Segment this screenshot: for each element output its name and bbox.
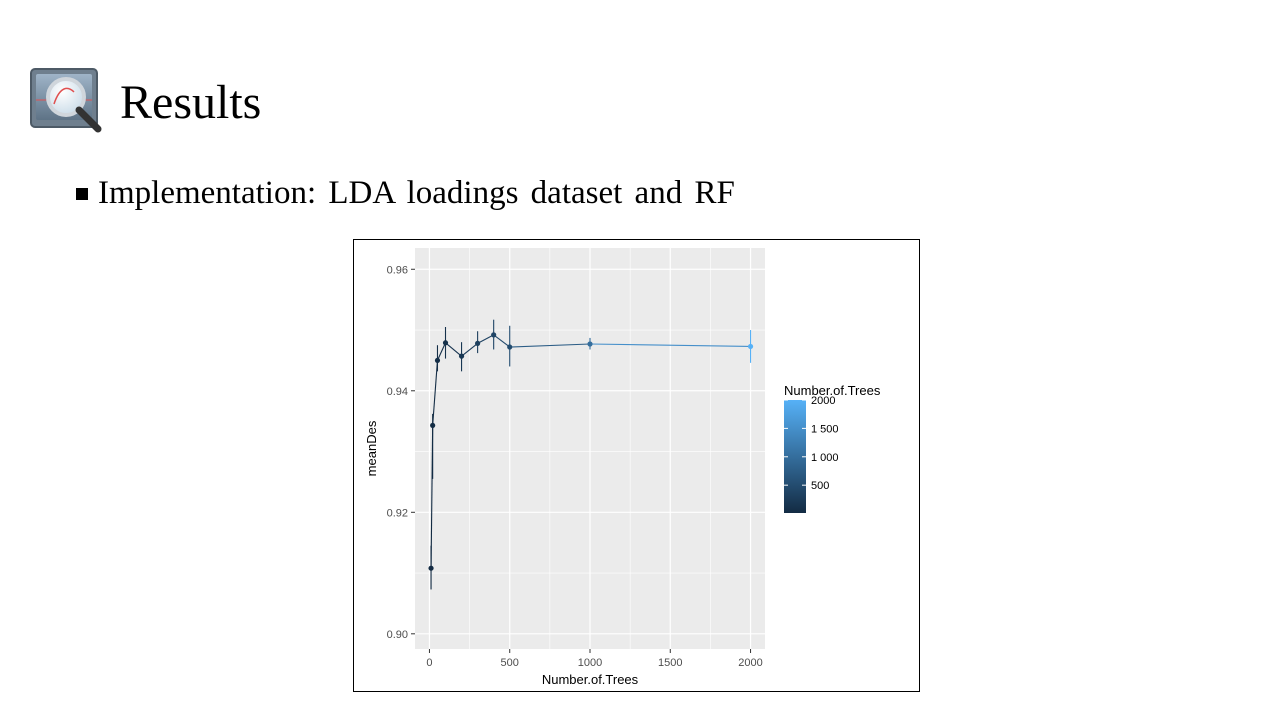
data-point	[475, 340, 481, 346]
legend-break-label: 1 000	[811, 452, 839, 464]
data-point	[434, 357, 441, 364]
legend-title: Number.of.Trees	[784, 383, 881, 398]
legend-breaks: 500 1 000 1 500 2000	[784, 395, 839, 492]
series-line-segment	[432, 360, 439, 426]
bullet-point: Implementation: LDA loadings dataset and…	[76, 170, 735, 216]
data-point	[747, 343, 754, 350]
data-point	[491, 332, 497, 338]
magnifier-over-monitor-icon	[30, 68, 102, 133]
series-line-segment	[509, 343, 591, 348]
x-axis-label: Number.of.Trees	[542, 672, 639, 687]
y-tick-label: 0.92	[387, 507, 408, 519]
y-axis-label: meanDes	[364, 420, 379, 476]
y-tick-label: 0.94	[387, 386, 408, 398]
x-tick-label: 1000	[578, 657, 602, 669]
series-line-segment	[477, 334, 494, 344]
x-tick-label: 0	[426, 657, 432, 669]
legend-break-label: 2000	[811, 395, 835, 407]
series-line-segment	[493, 334, 511, 348]
series-line-segment	[445, 342, 462, 357]
series-line-segment	[436, 342, 447, 361]
legend-colorbar	[784, 400, 806, 513]
data-point	[428, 565, 434, 571]
bullet-text: Implementation: LDA loadings dataset and…	[98, 174, 735, 211]
legend: Number.of.Trees 500 1 000 1 500 2000	[784, 383, 881, 513]
data-point	[587, 341, 593, 347]
legend-break-label: 1 500	[811, 423, 839, 435]
x-tick-label: 2000	[738, 657, 762, 669]
series	[428, 319, 754, 590]
series-line-segment	[461, 342, 478, 357]
slide-title: Results	[120, 76, 262, 129]
legend-break-label: 500	[811, 480, 829, 492]
x-tick-label: 500	[501, 657, 519, 669]
data-point	[442, 340, 449, 346]
axis-ticks: 0 500 1000 1500 2000 0.90 0.92 0.94 0.96	[387, 264, 763, 669]
y-tick-label: 0.96	[387, 264, 408, 276]
chart-frame: 0 500 1000 1500 2000 0.90 0.92 0.94 0.96 meanDes…	[353, 239, 920, 692]
data-point	[507, 344, 513, 350]
grid-lines	[415, 248, 765, 649]
bullet-square-icon	[76, 188, 88, 200]
data-point	[430, 422, 436, 429]
data-point	[458, 353, 465, 359]
x-tick-label: 1500	[658, 657, 682, 669]
chart: 0 500 1000 1500 2000 0.90 0.92 0.94 0.96 meanDes…	[364, 248, 881, 687]
series-line-segment	[589, 343, 751, 347]
y-tick-label: 0.90	[387, 629, 408, 641]
